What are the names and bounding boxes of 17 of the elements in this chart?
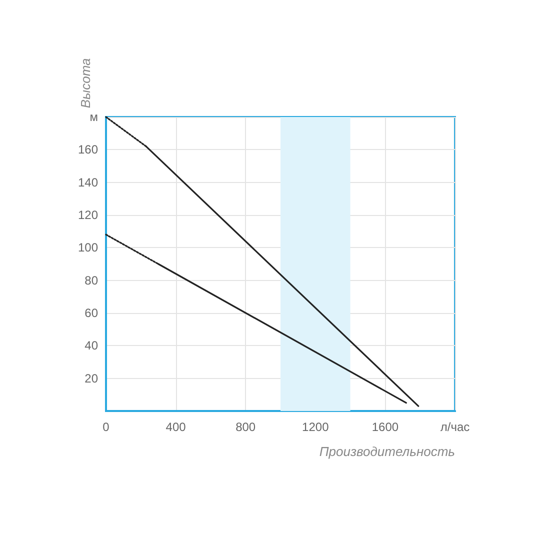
x-tick-label: 1600 (372, 420, 399, 434)
x-tick-label: 800 (236, 420, 256, 434)
x-axis-title: Производительность (319, 444, 456, 459)
y-tick-label: м (90, 110, 98, 124)
y-tick-label: 20 (84, 371, 98, 386)
y-axis-title: Высота (78, 58, 93, 108)
y-tick-label: 160 (78, 142, 98, 157)
y-tick-label: 40 (84, 338, 98, 353)
x-tick-label: 400 (166, 420, 186, 434)
y-tick-label: 100 (78, 240, 98, 255)
y-tick-label: 60 (84, 306, 98, 320)
x-tick-label: 0 (102, 420, 110, 434)
x-tick-label: 1200 (302, 420, 330, 434)
x-tick-label: л/час (440, 420, 470, 434)
y-tick-label: 120 (78, 208, 98, 222)
y-tick-label: 140 (78, 175, 98, 190)
y-tick-label: 80 (84, 273, 98, 288)
